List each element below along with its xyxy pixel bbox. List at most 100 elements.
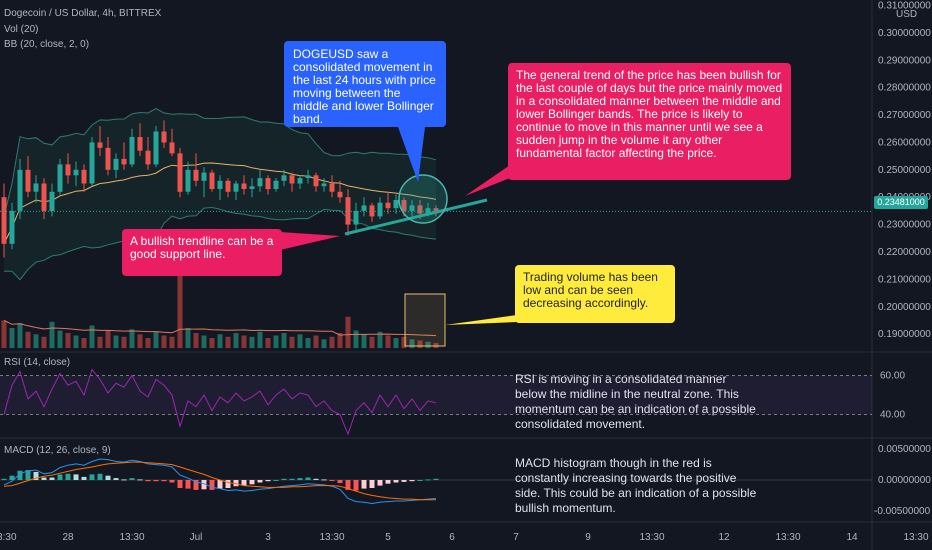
- candle-body: [273, 180, 279, 189]
- volume-bar: [81, 338, 87, 348]
- macd-histogram-bar: [105, 475, 111, 480]
- candle-body: [305, 175, 311, 178]
- volume-bar: [129, 329, 135, 349]
- macd-histogram-bar: [129, 478, 135, 480]
- volume-bar: [153, 331, 159, 349]
- rsi-indicator-label[interactable]: RSI (14, close): [4, 357, 71, 368]
- candle-body: [289, 175, 295, 184]
- volume-bar: [73, 335, 79, 348]
- candle-body: [17, 169, 23, 211]
- candle-body: [145, 150, 151, 165]
- macd-histogram-bar: [9, 475, 15, 480]
- volume-bar: [249, 336, 255, 349]
- macd-histogram-bar: [17, 470, 23, 480]
- candle-body: [73, 169, 79, 176]
- candle-body: [249, 186, 255, 189]
- candle-body: [265, 178, 271, 190]
- macd-line: [3, 458, 437, 505]
- candle-body: [377, 202, 383, 217]
- volume-bar: [305, 338, 311, 348]
- macd-commentary: MACD histogram though in the red is cons…: [515, 456, 757, 515]
- macd-histogram-bar: [257, 480, 263, 483]
- candle-body: [361, 205, 367, 211]
- time-tick-label: 13:30: [319, 532, 344, 543]
- macd-histogram-bar: [1, 478, 7, 480]
- volume-bar: [17, 323, 23, 348]
- candle-body: [417, 205, 423, 214]
- macd-histogram-bar: [137, 479, 143, 481]
- candle-body: [193, 169, 199, 181]
- candle-body: [201, 172, 207, 181]
- volume-bars: [1, 254, 439, 349]
- callout-general-trend[interactable]: The general trend of the price has been …: [508, 63, 791, 180]
- macd-histogram-bar: [89, 474, 95, 480]
- volume-bar: [377, 331, 383, 349]
- candle-body: [233, 183, 239, 192]
- candle-body: [25, 169, 31, 192]
- pink-callout-pointer-top: [465, 165, 510, 196]
- volume-bar: [121, 336, 127, 349]
- time-tick-label: 7: [513, 532, 519, 543]
- candle-body: [105, 147, 111, 170]
- rsi-line: [3, 368, 437, 436]
- symbol-title[interactable]: Dogecoin / US Dollar, 4h, BITTREX: [4, 8, 162, 19]
- macd-histogram-bar: [249, 480, 255, 485]
- candle-body: [393, 200, 399, 209]
- volume-bar: [361, 334, 367, 349]
- candle-body: [57, 164, 63, 192]
- macd-histogram-bar: [273, 480, 279, 481]
- currency-label: USD: [896, 9, 918, 20]
- candle-body: [121, 158, 127, 165]
- callout-bullish-trendline[interactable]: A bullish trendline can be a good suppor…: [122, 229, 282, 276]
- macd-histogram-bar: [201, 480, 207, 490]
- volume-bar: [9, 328, 15, 348]
- macd-histogram-bar: [241, 480, 247, 486]
- bb-basis-line: [3, 162, 437, 245]
- volume-bar: [57, 330, 63, 348]
- volume-bar: [169, 336, 175, 349]
- volume-bar: [233, 333, 239, 348]
- macd-histogram-bar: [385, 480, 391, 484]
- time-tick-label: 3: [265, 532, 271, 543]
- macd-histogram-bar: [49, 477, 55, 480]
- macd-histogram-bar: [417, 480, 423, 481]
- rsi-tick-label: 60.00: [880, 371, 905, 382]
- macd-histogram-bar: [321, 479, 327, 481]
- volume-indicator-label[interactable]: Vol (20): [4, 24, 39, 35]
- volume-bar: [201, 335, 207, 348]
- macd-histogram-bar: [145, 480, 151, 482]
- candle-body: [225, 180, 231, 192]
- macd-histogram-bar: [313, 478, 319, 480]
- callout-bollinger-consolidation[interactable]: DOGEUSD saw a consolidated movement in t…: [284, 41, 446, 127]
- macd-histogram-bar: [265, 480, 271, 482]
- time-axis: 13:30 28 13:30 Jul 3 13:30 5 6 7 9 13:30 12 13:30 14 1…: [0, 532, 929, 543]
- macd-histogram-bar: [153, 480, 159, 482]
- candle-body: [89, 142, 95, 184]
- volume-bar: [393, 338, 399, 348]
- candlesticks: [1, 120, 439, 258]
- candle-body: [217, 180, 223, 189]
- time-tick-label: 5: [385, 532, 391, 543]
- candle-body: [353, 210, 359, 225]
- macd-histogram-bar: [401, 480, 407, 482]
- candle-body: [81, 169, 87, 184]
- volume-bar: [313, 335, 319, 348]
- volume-bar: [25, 331, 31, 349]
- candle-body: [241, 183, 247, 189]
- time-tick-label: 13:30: [0, 532, 17, 543]
- macd-indicator-label[interactable]: MACD (12, 26, close, 9): [4, 445, 111, 456]
- volume-ma-line: [3, 320, 437, 337]
- volume-bar: [289, 336, 295, 349]
- candle-body: [433, 208, 439, 211]
- macd-histogram-bar: [305, 477, 311, 480]
- bollinger-indicator-label[interactable]: BB (20, close, 2, 0): [4, 39, 90, 50]
- macd-tick-label: 0.00000000: [878, 475, 931, 486]
- callout-trading-volume[interactable]: Trading volume has been low and can be s…: [515, 265, 675, 323]
- macd-histogram-bar: [345, 480, 351, 490]
- price-tick-label: 0.19000000: [878, 329, 931, 340]
- volume-bar: [225, 336, 231, 349]
- volume-bar: [273, 335, 279, 348]
- volume-bar: [177, 254, 183, 349]
- macd-histogram-bar: [369, 480, 375, 488]
